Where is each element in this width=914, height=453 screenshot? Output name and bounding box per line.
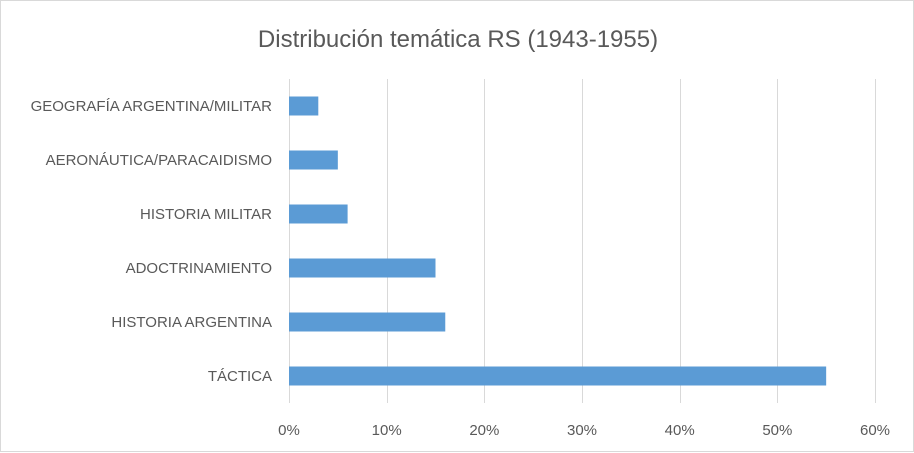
gridlines <box>289 79 876 403</box>
category-label: HISTORIA MILITAR <box>140 206 272 223</box>
category-label: HISTORIA ARGENTINA <box>111 314 272 331</box>
category-label: AERONÁUTICA/PARACAIDISMO <box>46 152 272 169</box>
x-tick-label: 10% <box>372 422 402 439</box>
x-tick-label: 30% <box>567 422 597 439</box>
x-tick-label: 60% <box>860 422 890 439</box>
bar <box>289 258 436 278</box>
x-tick-label: 20% <box>469 422 499 439</box>
bar <box>289 204 348 224</box>
category-labels: GEOGRAFÍA ARGENTINA/MILITAR AERONÁUTICA/P… <box>31 98 273 385</box>
x-axis-tick-labels: 0% 10% 20% 30% 40% 50% 60% <box>278 422 890 439</box>
x-tick-label: 0% <box>278 422 300 439</box>
bar <box>289 312 446 332</box>
chart-title: Distribución temática RS (1943-1955) <box>258 26 658 53</box>
bar <box>289 366 827 386</box>
category-label: ADOCTRINAMIENTO <box>126 260 272 277</box>
x-tick-label: 40% <box>665 422 695 439</box>
category-label: TÁCTICA <box>208 368 272 385</box>
x-tick-label: 50% <box>762 422 792 439</box>
bar <box>289 150 338 170</box>
bar <box>289 96 319 116</box>
category-label: GEOGRAFÍA ARGENTINA/MILITAR <box>31 98 273 115</box>
bars <box>289 96 827 386</box>
